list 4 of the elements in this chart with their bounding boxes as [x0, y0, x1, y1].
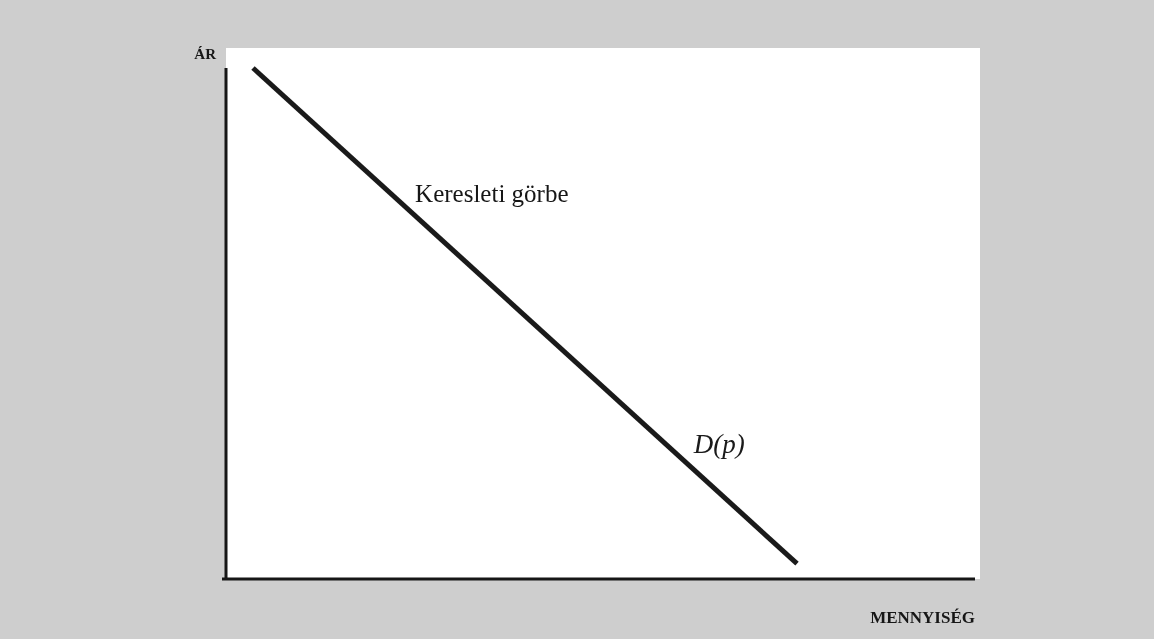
- series-label: D(p): [692, 429, 745, 460]
- annotation: Keresleti görbe: [415, 179, 569, 207]
- x-axis-title: MENNYISÉG: [870, 608, 975, 627]
- y-axis-title: ÁR: [194, 46, 217, 62]
